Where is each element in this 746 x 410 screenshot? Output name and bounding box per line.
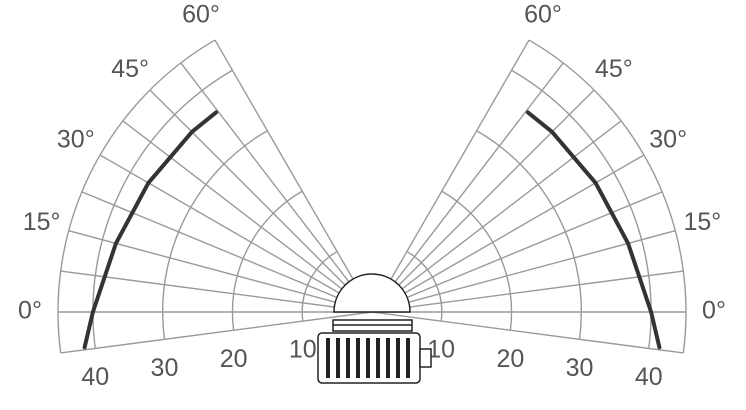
angle-grid-line — [371, 154, 645, 313]
angle-minor-line — [60, 270, 373, 313]
angle-tick-label: 60° — [182, 0, 220, 28]
outer-ring — [528, 39, 687, 354]
angle-minor-line — [180, 62, 373, 313]
grid-ring — [476, 130, 582, 340]
grid-ring — [511, 69, 652, 349]
angle-tick-label: 15° — [683, 208, 721, 236]
angle-tick-label: 60° — [524, 0, 562, 28]
r-tick-label: 30 — [566, 354, 594, 382]
angle-minor-line — [371, 62, 564, 313]
r-tick-label: 10 — [289, 336, 317, 364]
r-tick-label: 20 — [220, 345, 248, 373]
angle-grid-line — [371, 230, 676, 313]
angle-grid-line — [99, 154, 373, 313]
angle-tick-label: 45° — [111, 55, 149, 83]
angle-tick-label: 15° — [23, 208, 61, 236]
angle-grid-line — [214, 39, 373, 313]
grid-ring — [162, 130, 268, 340]
angle-minor-line — [371, 270, 684, 313]
grid-ring — [92, 69, 233, 349]
angle-grid-line — [60, 311, 373, 354]
grid-ring — [441, 190, 513, 331]
angle-grid-line — [371, 311, 684, 354]
r-tick-label: 10 — [427, 336, 455, 364]
r-tick-label: 30 — [151, 354, 179, 382]
angle-tick-label: 45° — [595, 55, 633, 83]
angle-minor-line — [81, 191, 373, 313]
angle-tick-label: 0° — [702, 297, 726, 325]
r-tick-label: 40 — [81, 363, 109, 391]
r-tick-label: 20 — [496, 345, 524, 373]
intensity-curve — [525, 110, 662, 350]
angle-tick-label: 30° — [649, 126, 687, 154]
intensity-curve — [82, 110, 219, 350]
r-tick-label: 40 — [635, 363, 663, 391]
angle-grid-line — [68, 230, 373, 313]
outer-ring — [57, 39, 216, 354]
light-fixture — [317, 273, 432, 384]
angle-grid-line — [371, 89, 595, 313]
angle-minor-line — [122, 120, 373, 313]
angle-grid-line — [149, 89, 373, 313]
angle-grid-line — [371, 39, 530, 313]
angle-tick-label: 0° — [18, 297, 42, 325]
angle-minor-line — [371, 191, 663, 313]
angle-minor-line — [371, 120, 622, 313]
angle-tick-label: 30° — [57, 126, 95, 154]
grid-ring — [231, 190, 303, 331]
